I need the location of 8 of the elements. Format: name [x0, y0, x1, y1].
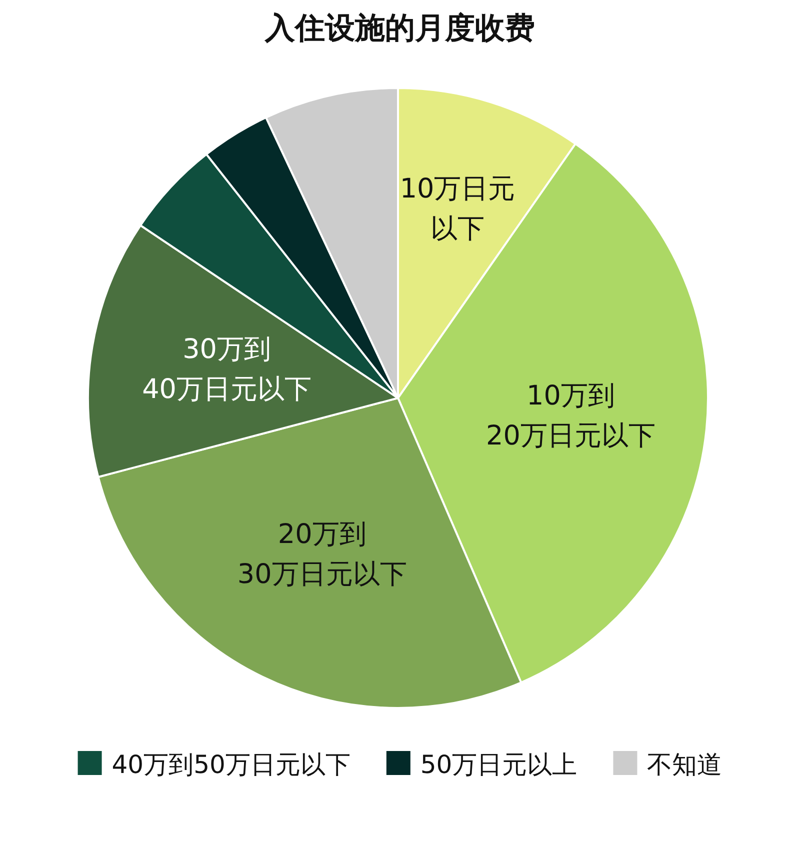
chart-title: 入住设施的月度收费 [264, 11, 535, 46]
legend-label: 不知道 [647, 750, 722, 779]
slice-label: 30万到40万日元以下 [142, 334, 312, 406]
slice-label: 20万到30万日元以下 [237, 519, 407, 590]
legend-label: 40万到50万日元以下 [112, 750, 350, 779]
slice-label: 10万到20万日元以下 [486, 380, 656, 452]
legend-label: 50万日元以上 [420, 750, 578, 779]
slice-label: 10万日元以下 [400, 174, 516, 245]
